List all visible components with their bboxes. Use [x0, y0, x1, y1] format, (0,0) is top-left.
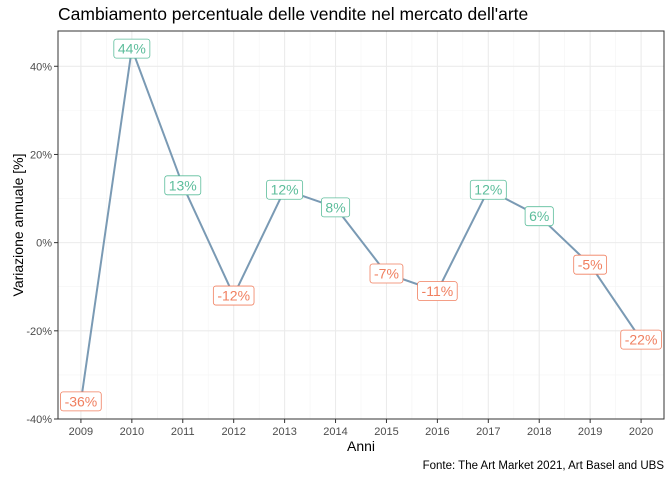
y-axis-ticks: -40% -20% 0% 20% 40% — [26, 61, 58, 426]
y-tick-label: 40% — [30, 61, 52, 73]
data-label-box — [321, 197, 351, 218]
data-label-text: -22% — [625, 332, 658, 348]
data-label-box — [524, 206, 554, 227]
data-label-box — [266, 179, 304, 200]
data-label-text: -12% — [217, 288, 250, 304]
x-axis-ticks: 2009 2010 2011 2012 2013 2014 2015 2016 2017 2018… — [69, 419, 653, 438]
x-tick-label: 2017 — [476, 426, 500, 438]
x-tick-label: 2018 — [527, 426, 551, 438]
data-label: 6% — [524, 206, 554, 227]
data-label-text: 13% — [169, 177, 197, 193]
data-label-text: 12% — [474, 182, 502, 198]
chart-caption: Fonte: The Art Market 2021, Art Basel an… — [422, 460, 664, 472]
data-label: 12% — [266, 179, 304, 200]
data-label: -12% — [212, 285, 255, 306]
data-label-text: 6% — [529, 208, 549, 224]
data-label: 12% — [469, 179, 507, 200]
grid — [58, 31, 664, 420]
data-label-box — [369, 263, 404, 284]
x-tick-label: 2020 — [629, 426, 653, 438]
data-label-text: 12% — [271, 182, 299, 198]
x-tick-label: 2009 — [69, 426, 93, 438]
data-label-box — [113, 38, 151, 59]
y-axis-title: Variazione annuale [%] — [10, 154, 26, 297]
y-tick-label: 20% — [30, 149, 52, 161]
data-label: -22% — [620, 329, 662, 350]
data-label: 8% — [321, 197, 351, 218]
data-label-text: 44% — [118, 41, 146, 57]
y-tick-label: -40% — [26, 414, 52, 426]
data-label-box — [620, 329, 662, 350]
data-label-text: -7% — [374, 266, 399, 282]
y-tick-label: -20% — [26, 326, 52, 338]
x-tick-label: 2012 — [221, 426, 245, 438]
x-tick-label: 2019 — [578, 426, 602, 438]
data-label-box — [164, 175, 202, 196]
data-label: -11% — [417, 281, 458, 302]
data-label-box — [60, 391, 102, 412]
x-tick-label: 2011 — [171, 426, 195, 438]
x-tick-label: 2016 — [425, 426, 449, 438]
data-label: 13% — [164, 175, 202, 196]
data-label: 44% — [113, 38, 151, 59]
data-label-layer: -36% 44% 13% -12% 12% 8% -7% -11% 12% 6% -5% -22% — [60, 38, 662, 412]
panel-border — [57, 30, 665, 420]
data-label: -7% — [369, 263, 404, 284]
data-label-text: -36% — [65, 393, 98, 409]
x-tick-label: 2014 — [323, 426, 347, 438]
data-label-text: -11% — [422, 283, 454, 299]
data-label: -36% — [60, 391, 102, 412]
data-label-text: -5% — [578, 257, 603, 273]
data-label-box — [469, 179, 507, 200]
data-label-box — [212, 285, 255, 306]
chart-title: Cambiamento percentuale delle vendite ne… — [58, 4, 529, 24]
x-axis-title: Anni — [347, 438, 375, 454]
data-label-text: 8% — [325, 199, 345, 215]
y-tick-label: 0% — [36, 238, 52, 250]
x-tick-label: 2010 — [120, 426, 144, 438]
data-label-box — [417, 281, 458, 302]
data-label: -5% — [573, 254, 608, 275]
data-label-box — [573, 254, 608, 275]
x-tick-label: 2013 — [272, 426, 296, 438]
x-tick-label: 2015 — [374, 426, 398, 438]
